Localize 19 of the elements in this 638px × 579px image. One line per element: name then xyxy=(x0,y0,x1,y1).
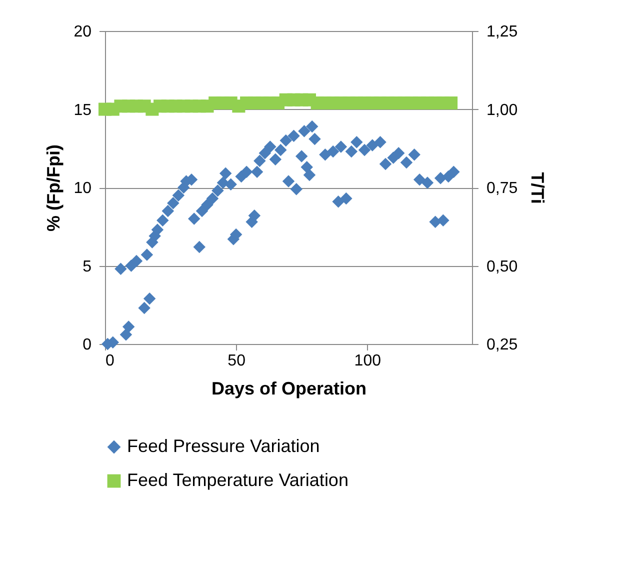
y-tick-label: 10 xyxy=(74,180,92,197)
x-axis-title: Days of Operation xyxy=(211,378,367,398)
x-tick-label: 50 xyxy=(228,352,246,370)
y2-axis-title: T/Ti xyxy=(528,172,548,204)
y2-tick-label: 0,75 xyxy=(486,180,518,197)
point xyxy=(444,96,458,110)
y2-tick-label: 1,00 xyxy=(486,102,518,119)
y-tick-label: 15 xyxy=(74,102,92,119)
legend-label: Feed Temperature Variation xyxy=(127,470,348,490)
y-tick-label: 0 xyxy=(82,336,92,354)
x-tick-label: 100 xyxy=(354,352,382,370)
y-tick-label: 20 xyxy=(74,24,92,40)
y2-tick-label: 0,50 xyxy=(486,258,518,276)
y2-tick-label: 1,25 xyxy=(486,24,518,40)
y-tick-label: 5 xyxy=(82,258,92,276)
x-tick-label: 0 xyxy=(106,352,114,370)
y-axis-title: % (Fp/Fpi) xyxy=(44,144,64,232)
legend-label: Feed Pressure Variation xyxy=(127,436,320,456)
y2-tick-label: 0,25 xyxy=(486,336,518,354)
